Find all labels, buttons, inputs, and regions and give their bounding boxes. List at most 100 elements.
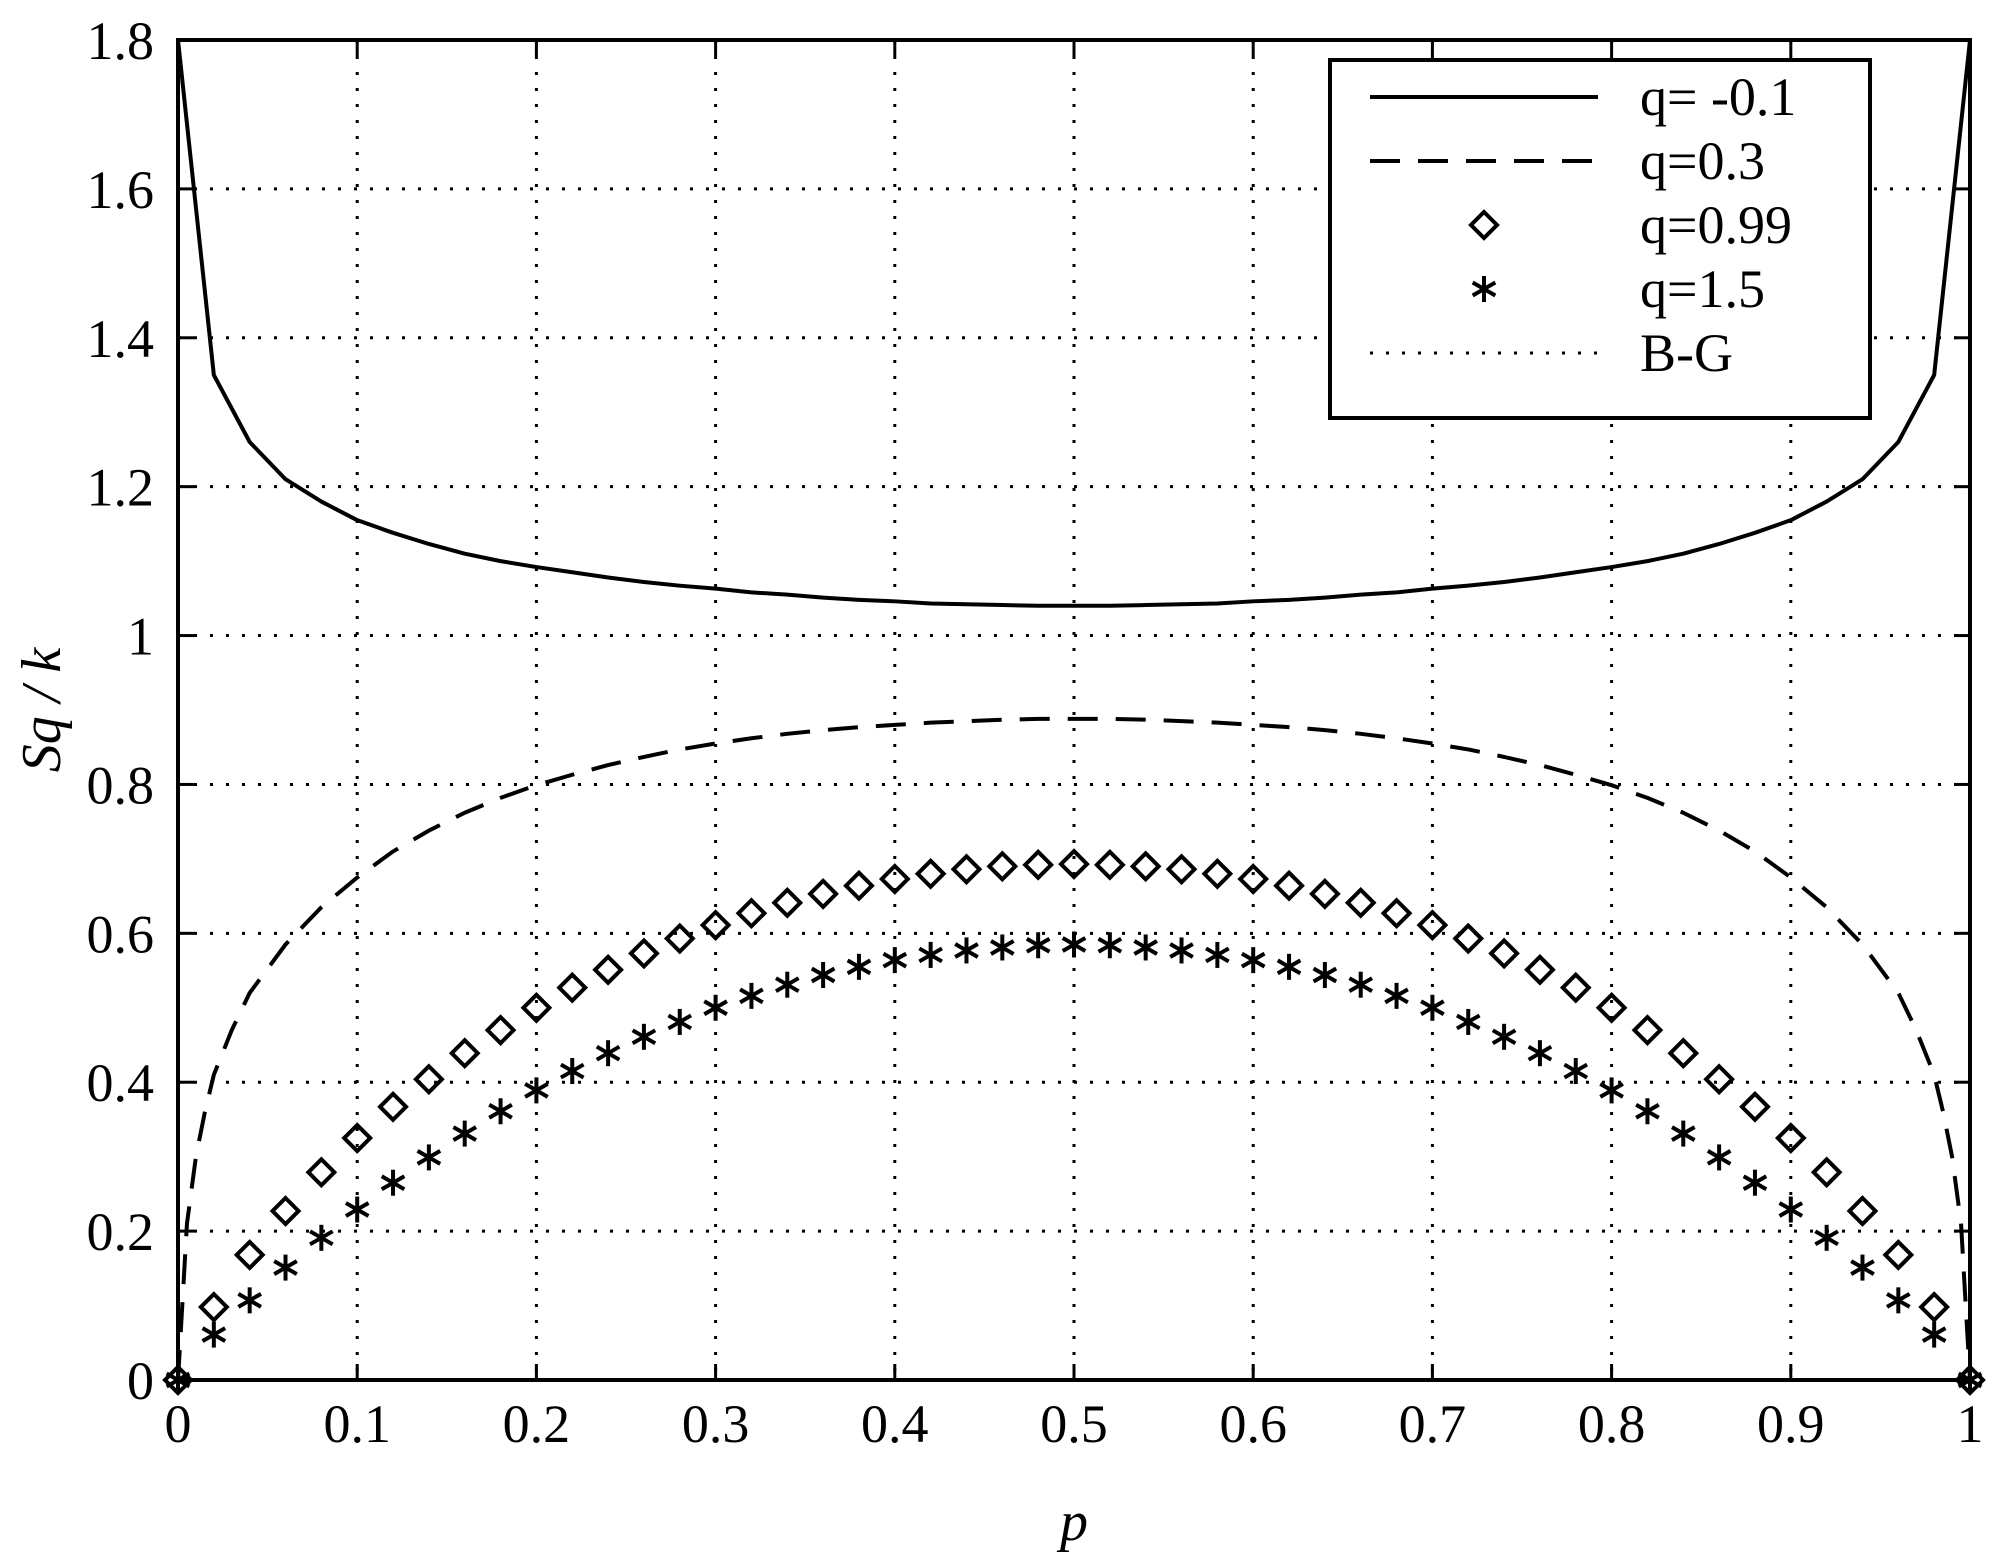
data-point-asterisk	[1205, 941, 1230, 968]
x-axis-label: p	[1056, 1491, 1088, 1553]
data-point-diamond	[1201, 857, 1234, 890]
data-point-diamond	[377, 1090, 409, 1123]
data-point-asterisk	[1420, 994, 1445, 1021]
y-tick-label: 0	[127, 1351, 154, 1411]
data-point-asterisk	[1384, 982, 1409, 1009]
data-point-diamond	[699, 909, 732, 941]
data-point-diamond	[448, 1037, 481, 1070]
x-tick-label: 0.6	[1219, 1394, 1287, 1454]
data-point-asterisk	[201, 1321, 227, 1348]
data-point-diamond	[484, 1014, 517, 1046]
data-point-diamond	[233, 1239, 266, 1271]
data-point-diamond	[269, 1195, 302, 1227]
data-point-asterisk	[524, 1077, 549, 1104]
data-point-diamond	[1094, 849, 1126, 881]
data-point-diamond	[556, 971, 589, 1004]
plot-area	[162, 39, 1986, 1396]
data-point-diamond	[1165, 853, 1198, 886]
data-point-asterisk	[846, 953, 872, 980]
data-point-asterisk	[918, 941, 943, 968]
x-tick-label: 0.1	[323, 1394, 391, 1454]
data-point-asterisk	[882, 947, 908, 974]
data-point-diamond	[198, 1291, 230, 1323]
data-point-diamond	[1810, 1156, 1843, 1189]
data-point-diamond	[663, 922, 696, 955]
data-point-diamond	[1739, 1090, 1771, 1123]
data-point-asterisk	[344, 1196, 370, 1223]
data-point-diamond	[628, 937, 660, 970]
data-point-asterisk	[1276, 953, 1302, 980]
y-tick-label: 0.2	[87, 1202, 155, 1262]
data-point-asterisk	[488, 1098, 513, 1125]
data-point-asterisk	[559, 1058, 585, 1085]
data-point-asterisk	[380, 1169, 406, 1196]
data-point-asterisk	[237, 1287, 262, 1314]
data-point-asterisk	[1169, 937, 1194, 964]
x-tick-label: 0.9	[1757, 1394, 1825, 1454]
legend-label: q= -0.1	[1640, 67, 1796, 127]
data-point-diamond	[735, 897, 768, 930]
data-point-diamond	[1309, 878, 1341, 910]
legend-label: q=1.5	[1640, 259, 1765, 319]
data-point-asterisk	[1133, 934, 1158, 961]
data-point-asterisk	[1850, 1254, 1875, 1281]
data-point-asterisk	[739, 982, 764, 1009]
data-point-asterisk	[1312, 962, 1338, 989]
data-point-diamond	[1703, 1063, 1735, 1096]
data-point-diamond	[1774, 1122, 1807, 1154]
data-point-diamond	[1416, 909, 1449, 941]
data-point-asterisk	[1061, 931, 1087, 958]
series-line-solid	[176, 39, 1972, 608]
data-point-diamond	[592, 953, 624, 986]
data-point-asterisk	[1240, 947, 1266, 974]
legend-box	[1328, 58, 1872, 420]
data-point-asterisk	[452, 1120, 478, 1147]
data-point-diamond	[1631, 1014, 1664, 1046]
data-point-asterisk	[1921, 1321, 1947, 1348]
x-tick-label: 0.2	[503, 1394, 571, 1454]
y-tick-label: 1.2	[87, 458, 155, 518]
data-point-asterisk	[416, 1144, 442, 1171]
data-point-diamond	[843, 869, 875, 902]
data-point-asterisk	[1097, 932, 1123, 959]
data-point-diamond	[1667, 1037, 1700, 1070]
data-point-diamond	[1846, 1195, 1879, 1227]
y-tick-label: 1.6	[87, 160, 155, 220]
legend-label: q=0.99	[1640, 195, 1792, 255]
data-point-diamond	[1129, 850, 1162, 883]
legend: q= -0.1q=0.3q=0.99q=1.5B-G	[1328, 58, 1872, 420]
data-point-asterisk	[954, 937, 979, 964]
y-tick-label: 1.4	[87, 309, 155, 369]
data-point-diamond	[1918, 1291, 1950, 1323]
data-point-asterisk	[667, 1008, 693, 1035]
axis-ticks: 0 0.1 0.2 0.3 0.4 0.5 0.6 0.7 0.8 0.9 1 0 0.2 0.4 0.6 0…	[87, 11, 1984, 1454]
y-tick-label: 0.4	[87, 1053, 155, 1113]
data-point-asterisk	[631, 1023, 657, 1050]
data-point-diamond	[1273, 869, 1305, 902]
data-point-diamond	[1452, 922, 1485, 955]
data-point-asterisk	[774, 971, 800, 998]
data-point-asterisk	[309, 1224, 334, 1251]
data-point-diamond	[413, 1063, 445, 1096]
data-point-asterisk	[273, 1254, 298, 1281]
data-point-asterisk	[1348, 971, 1374, 998]
data-point-asterisk	[1599, 1077, 1624, 1104]
data-point-diamond	[341, 1122, 374, 1154]
data-point-diamond	[1488, 937, 1520, 970]
data-point-diamond	[1468, 209, 1500, 241]
data-point-diamond	[520, 991, 553, 1024]
data-point-diamond	[1595, 991, 1628, 1024]
legend-label: q=0.3	[1640, 131, 1765, 191]
data-point-asterisk	[1670, 1120, 1696, 1147]
data-point-asterisk	[1742, 1169, 1768, 1196]
data-point-asterisk	[1471, 276, 1497, 302]
y-axis-label: Sq / k	[11, 647, 73, 773]
data-point-diamond	[1559, 971, 1592, 1004]
data-point-diamond	[1524, 953, 1556, 986]
data-point-diamond	[1022, 849, 1054, 881]
data-point-asterisk	[810, 962, 836, 989]
data-point-asterisk	[1455, 1008, 1481, 1035]
data-point-diamond	[986, 850, 1019, 883]
data-point-diamond	[771, 886, 804, 919]
